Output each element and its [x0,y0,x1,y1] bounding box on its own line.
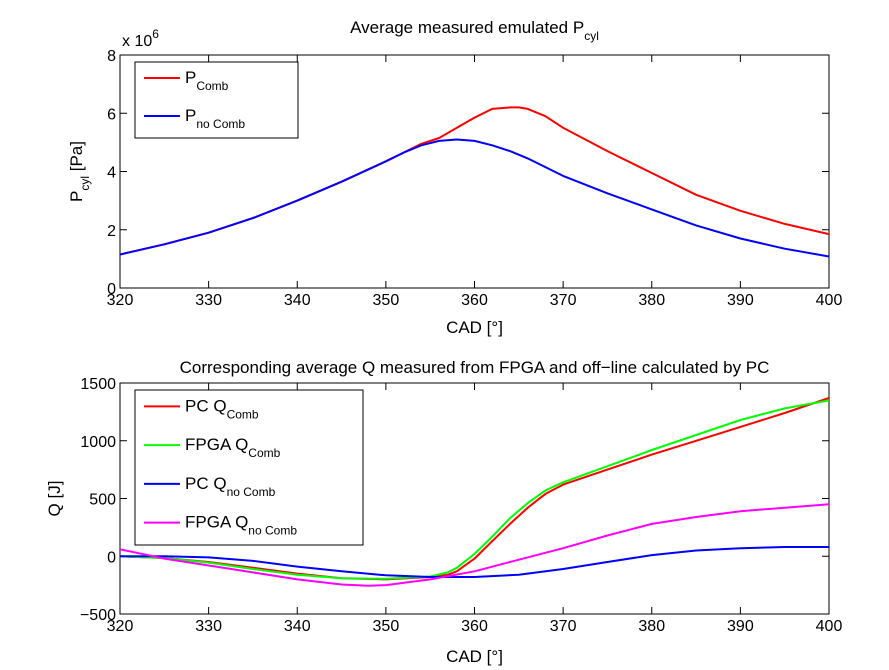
y-tick-label: 2 [107,223,116,240]
y-multiplier: x 106 [122,27,159,50]
y-axis-label: Pcyl [Pa] [67,141,92,202]
legend-entry-1: PC QComb [185,396,259,421]
series-line-2 [120,138,829,258]
y-tick-label: 1000 [80,434,116,451]
legend-box [134,61,299,139]
legend-entry-3: PC Qno Comb [185,474,276,499]
x-tick-label: 330 [195,618,222,635]
x-tick-label: 400 [816,292,843,309]
x-tick-label: 350 [373,618,400,635]
x-tick-label: 380 [638,292,665,309]
x-tick-label: 400 [816,618,843,635]
x-tick-label: 360 [461,618,488,635]
x-tick-label: 370 [550,618,577,635]
legend-entry-1: PComb [185,68,229,93]
x-axis-label: CAD [°] [446,647,503,666]
y-tick-label: 6 [107,106,116,123]
series-line-3 [120,546,829,578]
y-tick-label: 500 [89,492,116,509]
series-line-4 [120,503,829,587]
x-tick-label: 340 [284,292,311,309]
x-tick-label: 330 [195,292,222,309]
legend: PC QComb FPGA QComb PC Qno Comb FPGA Qno Co… [134,389,364,546]
x-tick-label: 390 [727,292,754,309]
legend-entry-2: Pno Comb [185,106,245,131]
x-tick-label: 320 [107,292,134,309]
chart-2: 320 330 340 350 360 370 380 390 400 −500 0 500 1000 1… [45,358,842,666]
x-axis-label: CAD [°] [446,318,503,337]
series-line-1 [120,397,829,581]
series-line-2 [120,399,829,580]
legend-entry-2: FPGA QComb [185,435,281,460]
x-tick-label: 360 [461,292,488,309]
x-tick-label: 390 [727,618,754,635]
chart-1: 320 330 340 350 360 370 380 390 400 0 2 4 6 8 x 106 Ave… [67,18,842,337]
y-tick-label: 4 [107,165,116,182]
y-tick-label: 8 [107,48,116,65]
y-axis-label: Q [J] [45,481,64,517]
y-tick-label: −500 [80,607,116,624]
x-tick-label: 370 [550,292,577,309]
legend: PComb Pno Comb [134,61,299,139]
chart-title: Average measured emulated Pcyl [350,18,599,43]
x-tick-label: 340 [284,618,311,635]
chart-title: Corresponding average Q measured from FP… [180,358,770,377]
x-tick-label: 320 [107,618,134,635]
x-tick-label: 380 [638,618,665,635]
legend-box [134,389,364,546]
y-tick-label: 0 [107,549,116,566]
y-tick-label: 1500 [80,376,116,393]
x-tick-label: 350 [373,292,400,309]
legend-entry-4: FPGA Qno Comb [185,513,297,538]
y-tick-label: 0 [107,281,116,298]
